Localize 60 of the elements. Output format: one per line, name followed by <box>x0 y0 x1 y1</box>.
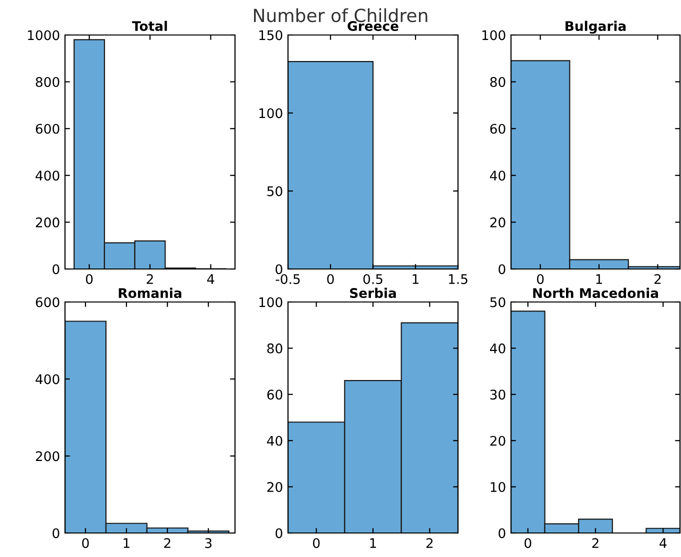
x-tick-label: 1.5 <box>448 274 468 284</box>
y-tick-label: 600 <box>36 124 60 134</box>
y-tick-label: 60 <box>267 390 282 400</box>
y-tick-label: 10 <box>490 482 506 492</box>
y-tick-label: 200 <box>36 217 60 228</box>
y-tick-label: 100 <box>259 297 282 308</box>
x-tick-label: 3 <box>205 538 212 548</box>
y-tick-label: 40 <box>490 343 506 354</box>
y-tick-label: 40 <box>490 170 506 181</box>
chart-title: Bulgaria <box>566 20 626 34</box>
y-tick-label: 20 <box>267 482 282 492</box>
y-tick-label: 400 <box>36 170 60 181</box>
x-tick-label: -0.5 <box>276 274 300 284</box>
chart-title: Total <box>132 20 167 32</box>
y-tick-label: 150 <box>259 30 282 40</box>
x-tick-label: 2 <box>164 538 170 548</box>
y-tick-label: 20 <box>490 436 506 446</box>
chart-title: Serbia <box>350 288 396 298</box>
y-tick-label: 0 <box>52 264 60 274</box>
text: Number of Children <box>254 8 428 22</box>
y-tick-label: 400 <box>36 374 60 384</box>
x-tick-label: 1 <box>370 538 376 548</box>
y-tick-label: 0 <box>276 264 282 274</box>
y-tick-label: 100 <box>482 30 506 40</box>
x-tick-label: 0 <box>86 274 93 284</box>
x-tick-label: 0 <box>524 538 532 548</box>
y-tick-label: 30 <box>490 390 506 400</box>
x-tick-label: 0 <box>537 274 544 284</box>
y-tick-label: 100 <box>259 108 282 118</box>
y-tick-label: 50 <box>267 186 282 196</box>
y-tick-label: 200 <box>36 451 60 462</box>
x-tick-label: 1 <box>412 274 418 284</box>
x-tick-label: 0 <box>313 538 320 548</box>
x-tick-label: 0 <box>327 274 334 284</box>
x-tick-label: 2 <box>592 538 598 548</box>
x-tick-label: 4 <box>207 274 214 284</box>
y-tick-label: 50 <box>490 297 506 308</box>
y-tick-label: 0 <box>498 528 506 538</box>
chart-title: Greece <box>348 21 398 32</box>
x-tick-label: 1 <box>596 274 602 284</box>
y-tick-label: 80 <box>490 77 506 87</box>
y-tick-label: 600 <box>36 297 60 308</box>
y-tick-label: 1000 <box>28 30 60 40</box>
y-tick-label: 20 <box>490 217 506 228</box>
x-tick-label: 4 <box>660 538 667 548</box>
chart-title: North Macedonia <box>533 288 658 298</box>
x-tick-label: 2 <box>654 274 661 284</box>
y-tick-label: 0 <box>52 528 60 538</box>
x-tick-label: 1 <box>124 538 130 548</box>
y-tick-label: 0 <box>276 528 282 538</box>
y-tick-label: 60 <box>490 124 506 134</box>
y-tick-label: 800 <box>36 77 60 87</box>
x-tick-label: 2 <box>146 274 153 284</box>
y-tick-label: 80 <box>267 343 282 354</box>
x-tick-label: 0.5 <box>363 274 382 284</box>
x-tick-label: 2 <box>426 538 433 548</box>
x-tick-label: 0 <box>82 538 89 548</box>
y-tick-label: 0 <box>498 264 506 274</box>
y-tick-label: 40 <box>266 436 282 446</box>
chart-title: Romania <box>118 288 182 298</box>
